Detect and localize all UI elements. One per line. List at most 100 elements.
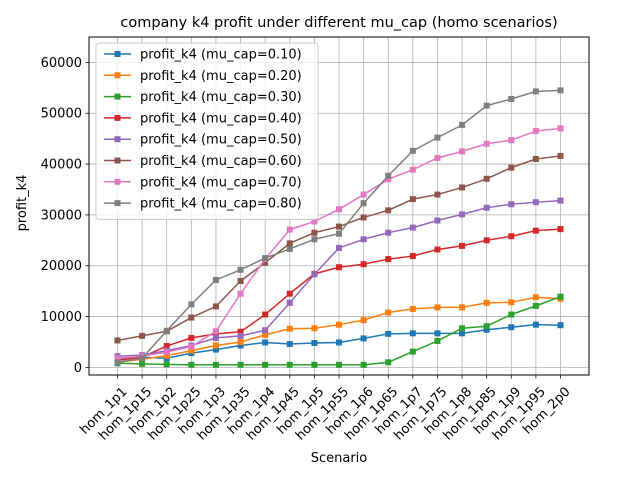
data-point xyxy=(508,137,515,144)
data-point xyxy=(459,325,466,332)
chart-title: company k4 profit under different mu_cap… xyxy=(120,15,557,31)
data-point xyxy=(532,199,539,206)
legend-entry: profit_k4 (mu_cap=0.50) xyxy=(104,133,302,148)
data-point xyxy=(409,330,416,337)
data-point xyxy=(212,334,219,341)
data-point xyxy=(262,339,269,346)
legend: profit_k4 (mu_cap=0.10) profit_k4 (mu_cap… xyxy=(95,42,319,220)
data-point xyxy=(360,361,367,368)
legend-label: profit_k4 (mu_cap=0.30) xyxy=(140,90,302,105)
series-8 xyxy=(114,87,564,366)
data-point xyxy=(508,164,515,171)
legend-entry: profit_k4 (mu_cap=0.10) xyxy=(104,48,302,63)
legend-box xyxy=(95,42,319,220)
legend-label: profit_k4 (mu_cap=0.70) xyxy=(140,175,302,190)
legend-entry: profit_k4 (mu_cap=0.80) xyxy=(104,197,302,212)
data-point xyxy=(163,361,170,368)
data-point xyxy=(409,166,416,173)
data-point xyxy=(409,224,416,231)
data-point xyxy=(286,299,293,306)
data-point xyxy=(336,223,342,230)
data-point xyxy=(360,335,367,342)
y-axis-label: profit_k4 xyxy=(15,175,30,232)
data-point xyxy=(508,201,515,208)
data-point xyxy=(311,218,318,225)
data-point xyxy=(286,226,293,233)
data-point xyxy=(434,304,441,311)
legend-entry: profit_k4 (mu_cap=0.70) xyxy=(104,175,302,190)
legend-marker xyxy=(114,114,121,121)
data-point xyxy=(532,302,539,309)
data-point xyxy=(237,361,244,368)
y-tick-label: 50000 xyxy=(41,107,82,122)
series-6 xyxy=(114,152,564,344)
data-point xyxy=(286,340,293,347)
data-point xyxy=(385,176,392,183)
legend-label: profit_k4 (mu_cap=0.60) xyxy=(140,154,302,169)
data-point xyxy=(483,175,490,182)
data-point xyxy=(262,327,269,334)
data-point xyxy=(409,196,416,203)
data-point xyxy=(385,256,392,263)
data-point xyxy=(557,87,564,94)
data-point xyxy=(212,346,219,353)
data-point xyxy=(163,352,170,359)
legend-label: profit_k4 (mu_cap=0.10) xyxy=(140,48,302,63)
data-point xyxy=(483,323,490,330)
data-point xyxy=(163,327,170,334)
data-point xyxy=(311,236,318,243)
data-point xyxy=(557,197,564,204)
series-layer xyxy=(114,87,564,368)
data-point xyxy=(212,342,219,349)
legend-entry: profit_k4 (mu_cap=0.20) xyxy=(104,69,302,84)
legend-marker xyxy=(114,51,121,57)
data-point xyxy=(434,134,441,141)
data-point xyxy=(532,88,539,95)
data-point xyxy=(237,290,244,297)
y-tick-label: 20000 xyxy=(41,259,82,274)
data-point xyxy=(385,172,392,179)
legend-label: profit_k4 (mu_cap=0.50) xyxy=(140,133,302,148)
data-point xyxy=(139,355,146,362)
data-point xyxy=(409,305,416,312)
legend-marker xyxy=(114,200,121,207)
data-point xyxy=(262,255,269,262)
data-point xyxy=(360,214,367,221)
data-point xyxy=(286,325,293,332)
data-point xyxy=(114,355,121,362)
data-point xyxy=(459,148,466,155)
data-point xyxy=(557,152,564,159)
data-point xyxy=(237,328,244,335)
y-tick-label: 60000 xyxy=(41,56,82,71)
data-point xyxy=(385,330,392,337)
data-point xyxy=(212,276,219,283)
data-point xyxy=(360,317,367,324)
data-point xyxy=(385,359,392,366)
data-point xyxy=(483,326,490,333)
data-point xyxy=(557,226,564,233)
data-point xyxy=(483,204,490,211)
legend-entry: profit_k4 (mu_cap=0.60) xyxy=(104,154,302,169)
data-point xyxy=(262,331,269,338)
legend-marker xyxy=(114,72,121,79)
data-point xyxy=(434,246,441,253)
data-point xyxy=(262,259,269,266)
data-point xyxy=(188,347,195,354)
legend-marker xyxy=(114,136,121,143)
legend-label: profit_k4 (mu_cap=0.40) xyxy=(140,111,302,126)
data-point xyxy=(385,207,392,214)
data-point xyxy=(459,211,466,218)
data-point xyxy=(385,309,392,316)
data-point xyxy=(360,261,367,268)
data-point xyxy=(336,264,342,271)
data-point xyxy=(459,242,466,249)
data-point xyxy=(409,147,416,154)
data-point xyxy=(286,290,293,297)
data-point xyxy=(139,360,146,367)
data-point xyxy=(532,128,539,135)
data-point xyxy=(114,337,121,344)
data-point xyxy=(237,338,244,345)
data-point xyxy=(434,217,441,224)
data-point xyxy=(508,233,515,240)
